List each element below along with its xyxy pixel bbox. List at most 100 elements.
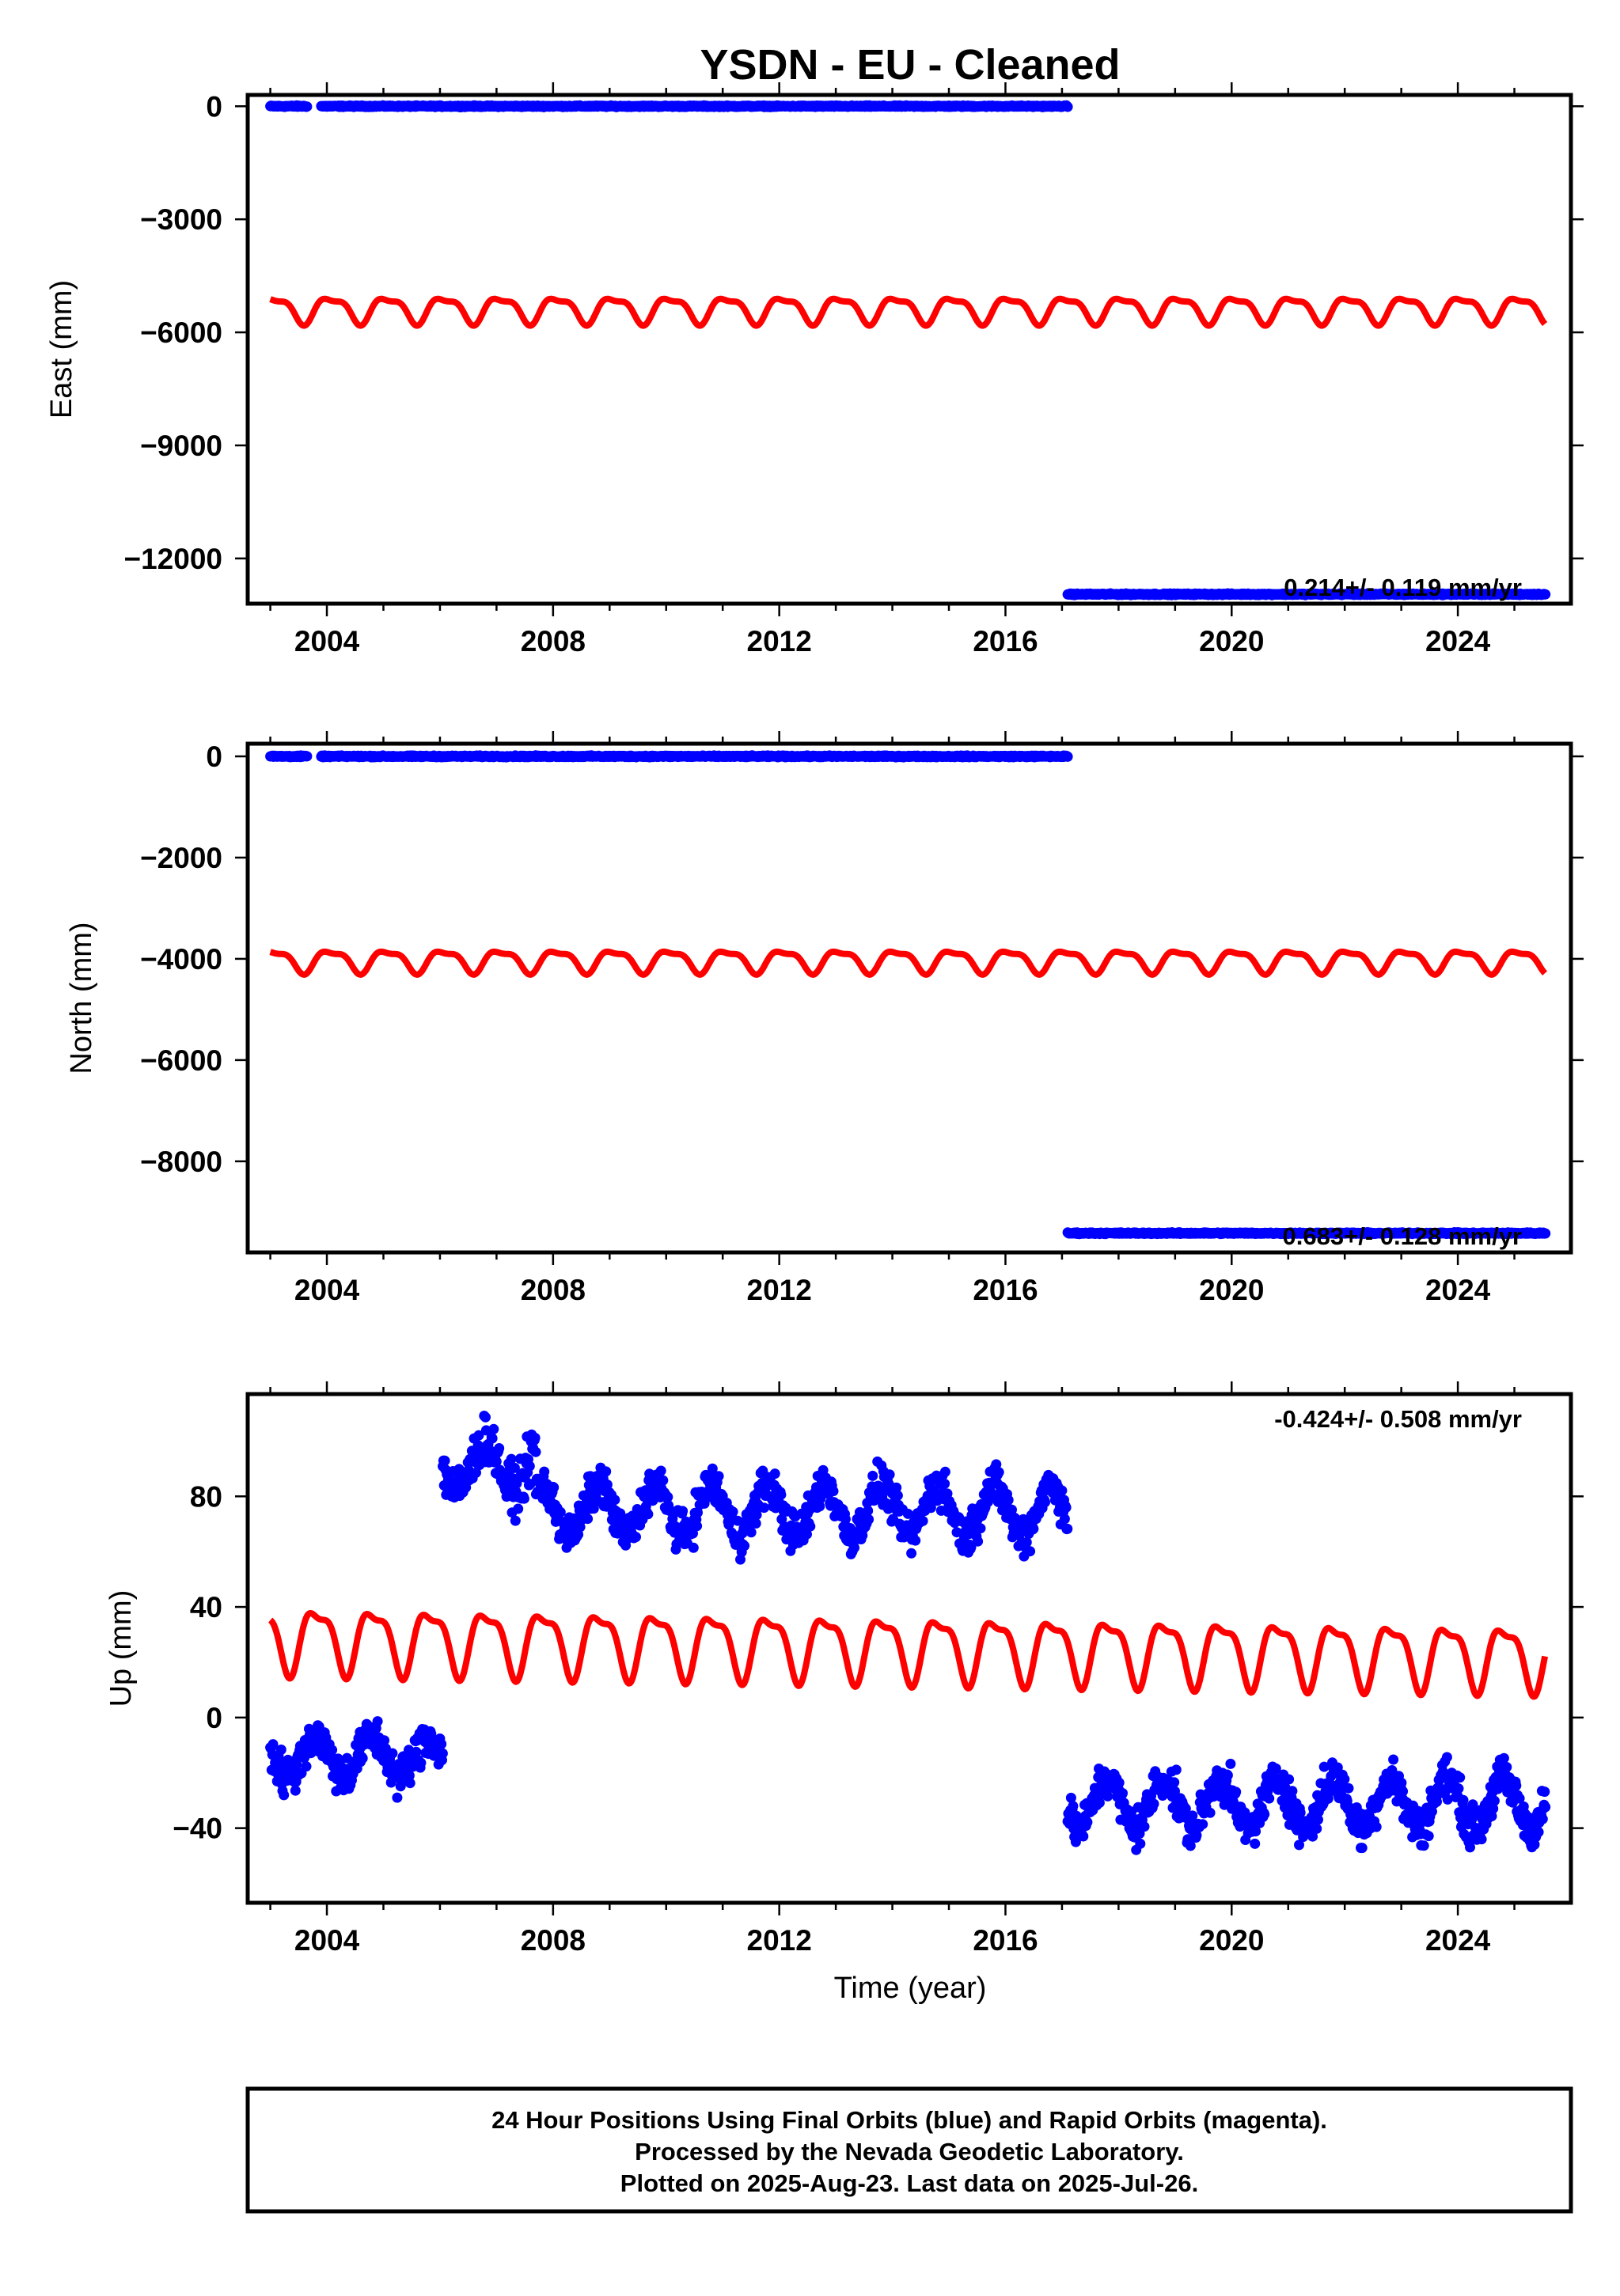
y-tick-label: −4000 <box>140 943 222 976</box>
y-tick-label: 0 <box>206 741 222 773</box>
data-point <box>939 1478 950 1489</box>
data-point <box>548 1482 560 1493</box>
rate-annotation-north: 0.683+/- 0.128 mm/yr <box>1283 1222 1522 1250</box>
y-tick-label: 0 <box>206 90 222 123</box>
data-point <box>518 1493 529 1504</box>
x-tick-label: 2012 <box>747 625 812 657</box>
chart-title: YSDN - EU - Cleaned <box>700 41 1120 89</box>
data-point <box>437 1748 448 1759</box>
data-point <box>357 1752 368 1764</box>
data-point <box>327 1745 338 1756</box>
data-point <box>769 1468 780 1480</box>
data-point <box>290 1785 301 1796</box>
x-tick-label: 2024 <box>1425 625 1491 657</box>
data-point <box>973 1536 984 1547</box>
x-tick-label: 2020 <box>1199 625 1264 657</box>
x-tick-label: 2008 <box>521 1274 586 1306</box>
rate-annotation-east: 0.214+/- 0.119 mm/yr <box>1284 574 1522 601</box>
data-point <box>975 1523 986 1534</box>
data-point <box>488 1423 499 1434</box>
y-axis-label-north: North (mm) <box>65 922 98 1074</box>
data-point <box>301 1761 312 1772</box>
data-point <box>863 1514 874 1525</box>
data-point <box>1021 1536 1032 1548</box>
data-point <box>1062 751 1073 762</box>
model-curve-east <box>268 295 1548 329</box>
data-point <box>279 1790 290 1801</box>
data-point <box>480 1411 491 1423</box>
data-point <box>655 1465 666 1476</box>
y-axis-label-east: East (mm) <box>45 280 78 419</box>
data-point <box>539 1466 550 1477</box>
data-point <box>776 1489 787 1500</box>
data-point <box>415 1757 427 1768</box>
x-tick-label: 2004 <box>294 625 360 657</box>
x-tick-label: 2016 <box>973 625 1038 657</box>
x-tick-label: 2004 <box>294 1274 360 1306</box>
model-curve-north <box>268 948 1548 978</box>
y-tick-label: −8000 <box>140 1146 222 1178</box>
data-point <box>392 1792 403 1803</box>
data-points-north <box>265 750 1551 1240</box>
x-tick-label: 2012 <box>747 1274 812 1306</box>
data-point <box>1540 1228 1551 1239</box>
data-point <box>828 1486 839 1497</box>
data-point <box>582 1514 594 1525</box>
panel-north: 2004 2008 2012 2016 2020 2024 0 −2000 −4000 −6000… <box>65 731 1584 1306</box>
data-point <box>658 1475 669 1486</box>
y-tick-label: −2000 <box>140 842 222 874</box>
data-point <box>609 1495 620 1506</box>
data-point <box>529 1432 541 1443</box>
data-point <box>759 1502 769 1514</box>
x-tick-label: 2016 <box>973 1274 1038 1306</box>
y-tick-label: −12000 <box>124 543 223 575</box>
data-point <box>906 1548 917 1559</box>
data-point <box>643 1509 654 1520</box>
x-tick-label: 2020 <box>1199 1274 1264 1306</box>
data-point <box>1540 589 1551 600</box>
data-point <box>510 1515 521 1526</box>
plot-frame-east <box>245 93 1573 606</box>
data-point <box>439 1455 450 1466</box>
data-point <box>805 1521 816 1532</box>
data-point <box>884 1469 895 1480</box>
data-point <box>494 1443 505 1453</box>
data-point <box>275 1745 286 1755</box>
data-point <box>530 1446 541 1457</box>
data-point <box>993 1467 1004 1478</box>
data-point <box>1028 1523 1039 1534</box>
data-point <box>863 1506 874 1516</box>
data-point <box>739 1540 750 1552</box>
data-point <box>513 1503 524 1514</box>
data-point <box>677 1506 689 1517</box>
data-point <box>524 1461 535 1472</box>
panels-group: 2004 2008 2012 2016 2020 20240−3000−6000−9000… <box>45 82 1584 1957</box>
data-point <box>387 1748 398 1759</box>
y-tick-label: −6000 <box>140 316 222 349</box>
data-point <box>601 1466 612 1477</box>
data-point <box>487 1433 498 1444</box>
data-point <box>688 1542 699 1553</box>
panel-east: 2004 2008 2012 2016 2020 20240−3000−6000−9000… <box>45 82 1584 657</box>
x-tick-label: 2024 <box>1425 1274 1491 1306</box>
data-point <box>746 1527 757 1538</box>
data-point <box>506 1453 517 1464</box>
data-point <box>713 1471 724 1482</box>
data-point <box>1003 1495 1014 1506</box>
data-point <box>555 1506 566 1517</box>
data-point <box>631 1532 641 1543</box>
y-tick-label: −3000 <box>140 203 222 236</box>
data-point <box>302 751 313 762</box>
data-point <box>917 1515 928 1526</box>
data-point <box>692 1521 703 1532</box>
data-point <box>1062 101 1073 112</box>
plot-frame-north <box>245 741 1573 1255</box>
y-tick-label: −6000 <box>140 1044 222 1077</box>
data-point <box>867 1470 878 1481</box>
data-point <box>1025 1546 1036 1557</box>
data-point <box>939 1466 950 1477</box>
data-point <box>372 1716 383 1727</box>
data-point <box>302 101 313 112</box>
